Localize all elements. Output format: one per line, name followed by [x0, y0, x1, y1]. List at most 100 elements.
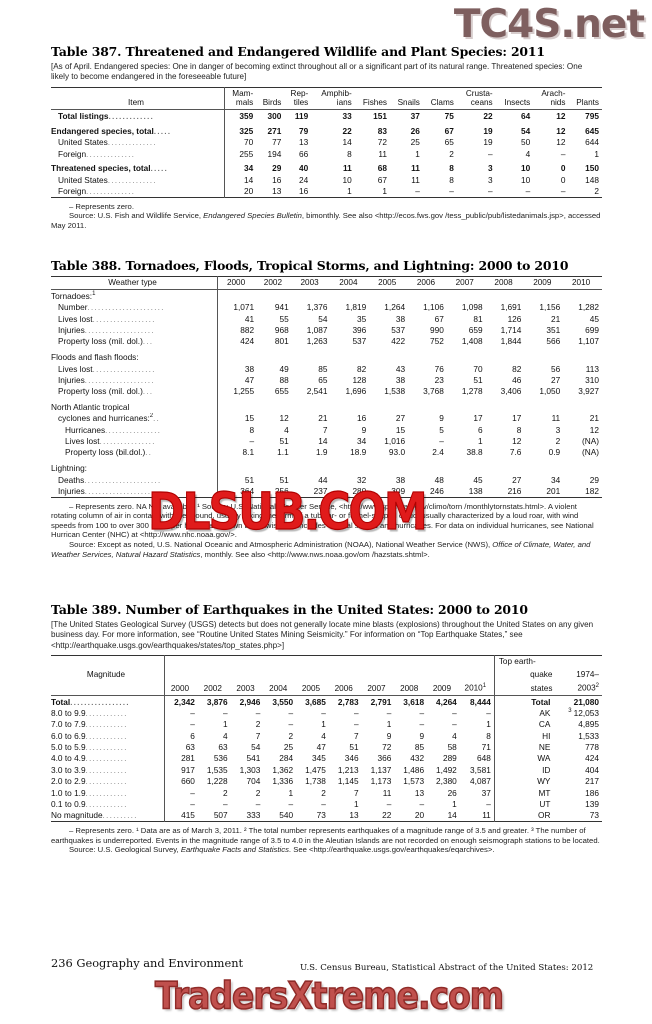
data-cell: 66 [299, 148, 309, 159]
table-row: 8.0 to 9.9 ............ – – – – – – – – – – AK 3 12,0… [51, 707, 602, 719]
data-cell [217, 396, 258, 413]
data-cell: 1,016 [384, 436, 406, 447]
row-label: Property loss (mil. dol.) ... [58, 336, 154, 347]
row-label: Lives lost .................. [58, 313, 156, 324]
row-label: 2.0 to 2.9 ............ [51, 776, 128, 787]
data-cell: 25 [410, 137, 420, 148]
data-cell: 660 [163, 775, 198, 787]
table-row: Number ...................... 1,071 941 1,3… [51, 301, 602, 314]
data-cell: 38 [395, 474, 406, 485]
data-cell: 70 [473, 363, 483, 374]
data-cell: 79 [299, 125, 309, 136]
top-state-code: OR [493, 809, 556, 822]
row-label: Injuries .................... [58, 325, 155, 336]
data-cell: 27 [550, 374, 561, 385]
data-cell: 150 [585, 163, 599, 174]
table-row: Lives lost ................ – 51 14 34 1,016 –… [51, 435, 602, 447]
data-cell [524, 347, 563, 363]
data-cell: 659 [468, 325, 483, 336]
data-cell: (NA) [581, 447, 599, 458]
table-row: Floods and flash floods: [51, 347, 602, 363]
column-header: 2010 [571, 278, 591, 287]
data-cell: 699 [585, 325, 599, 336]
table-387-headnote: [As of April. Endangered species: One in… [51, 62, 583, 82]
data-cell: 6 [478, 424, 483, 435]
data-cell: 644 [585, 137, 599, 148]
data-cell: 138 [468, 485, 483, 496]
table-row: Lightning: [51, 458, 602, 474]
data-cell: 68 [377, 163, 387, 174]
table-row: 2.0 to 2.9 ............ 660 1,228 704 1,336 1… [51, 775, 602, 787]
table-row: 3.0 to 3.9 ............ 917 1,535 1,303 1,36… [51, 764, 602, 776]
data-cell: 1 [452, 798, 457, 809]
data-cell: 10 [342, 174, 352, 185]
data-cell: – [353, 707, 359, 718]
data-cell: – [488, 185, 493, 196]
data-cell: 1,475 [305, 764, 326, 775]
data-cell: 2,541 [306, 386, 328, 397]
data-cell [292, 458, 331, 474]
data-cell [447, 290, 486, 302]
data-cell: 51 [473, 374, 483, 385]
data-cell: 8 [516, 424, 522, 435]
table-388-source: Source: Except as noted, U.S. National O… [51, 539, 591, 559]
data-cell: 17 [512, 413, 522, 424]
data-cell: 1 [321, 719, 326, 730]
top-state-code: UT [493, 798, 556, 810]
data-cell: 1,538 [384, 386, 406, 397]
data-cell: 917 [163, 764, 198, 776]
top-state-value: 4,895 [578, 719, 599, 730]
data-cell: 35 [357, 313, 367, 324]
data-cell: 3,927 [578, 386, 599, 397]
data-cell: 45 [473, 474, 483, 485]
column-header: 2000 [217, 276, 258, 290]
stub-header-spacer [51, 656, 165, 669]
table-row: Injuries .................... 47 88 65 128 38… [51, 374, 602, 386]
data-cell: – [452, 707, 457, 718]
table-389-note-1: – Represents zero. ¹ Data are as of Marc… [51, 825, 600, 845]
data-cell: 3 [555, 424, 561, 435]
table-row: Property loss (bil.dol.) .. 8.1 1.1 1.9 18.9… [51, 446, 602, 459]
data-cell: 72 [382, 742, 392, 753]
data-cell [563, 290, 602, 302]
data-cell: 801 [274, 336, 289, 347]
data-cell: 26 [410, 125, 420, 136]
data-cell: 2,380 [436, 776, 457, 787]
table-row: Lives lost .................. 41 55 54 35 38 6… [51, 313, 602, 325]
data-cell: 12 [556, 125, 566, 136]
data-cell: 85 [318, 363, 328, 374]
data-cell: 2 [449, 148, 454, 159]
column-header: Fishes [362, 98, 387, 108]
row-label: cyclones and hurricanes:2 .. [58, 413, 161, 424]
data-cell: 246 [430, 485, 444, 496]
row-label: Lives lost ................ [65, 436, 156, 447]
data-cell: 2 [223, 787, 228, 798]
top-state-code: WA [493, 752, 556, 765]
top-state-value: 778 [585, 742, 599, 753]
table-388-block: Table 388. Tornadoes, Floods, Tropical S… [51, 258, 602, 559]
column-header: 2009 [432, 683, 452, 693]
data-cell: 43 [395, 363, 406, 374]
top-state-code: HI [493, 729, 556, 742]
data-cell: 12 [279, 413, 289, 424]
data-cell: – [419, 719, 425, 730]
column-header: Crusta-ceans [465, 88, 493, 108]
table-387-note-zero: – Represents zero. [69, 201, 134, 211]
row-label: Hurricanes ................ [65, 424, 162, 435]
data-cell: 1,145 [337, 776, 359, 787]
data-cell: 366 [377, 753, 392, 764]
data-cell [524, 458, 563, 474]
data-cell: 128 [352, 374, 367, 385]
top-state-code: Total [493, 695, 556, 708]
data-cell: 25 [283, 742, 294, 753]
data-cell: 67 [434, 313, 444, 324]
table-row: cyclones and hurricanes:2 .. 15 12 21 16 27 9 1… [51, 412, 602, 425]
data-cell: 2,342 [163, 695, 198, 708]
data-cell: 752 [430, 336, 444, 347]
table-row: United States .............. 14 16 24 10 67 11… [51, 173, 602, 186]
data-cell: 41 [217, 313, 258, 325]
data-cell: – [415, 185, 420, 196]
data-cell: 0 [560, 174, 566, 185]
data-cell: 4 [223, 730, 228, 741]
data-cell: 16 [299, 185, 309, 196]
